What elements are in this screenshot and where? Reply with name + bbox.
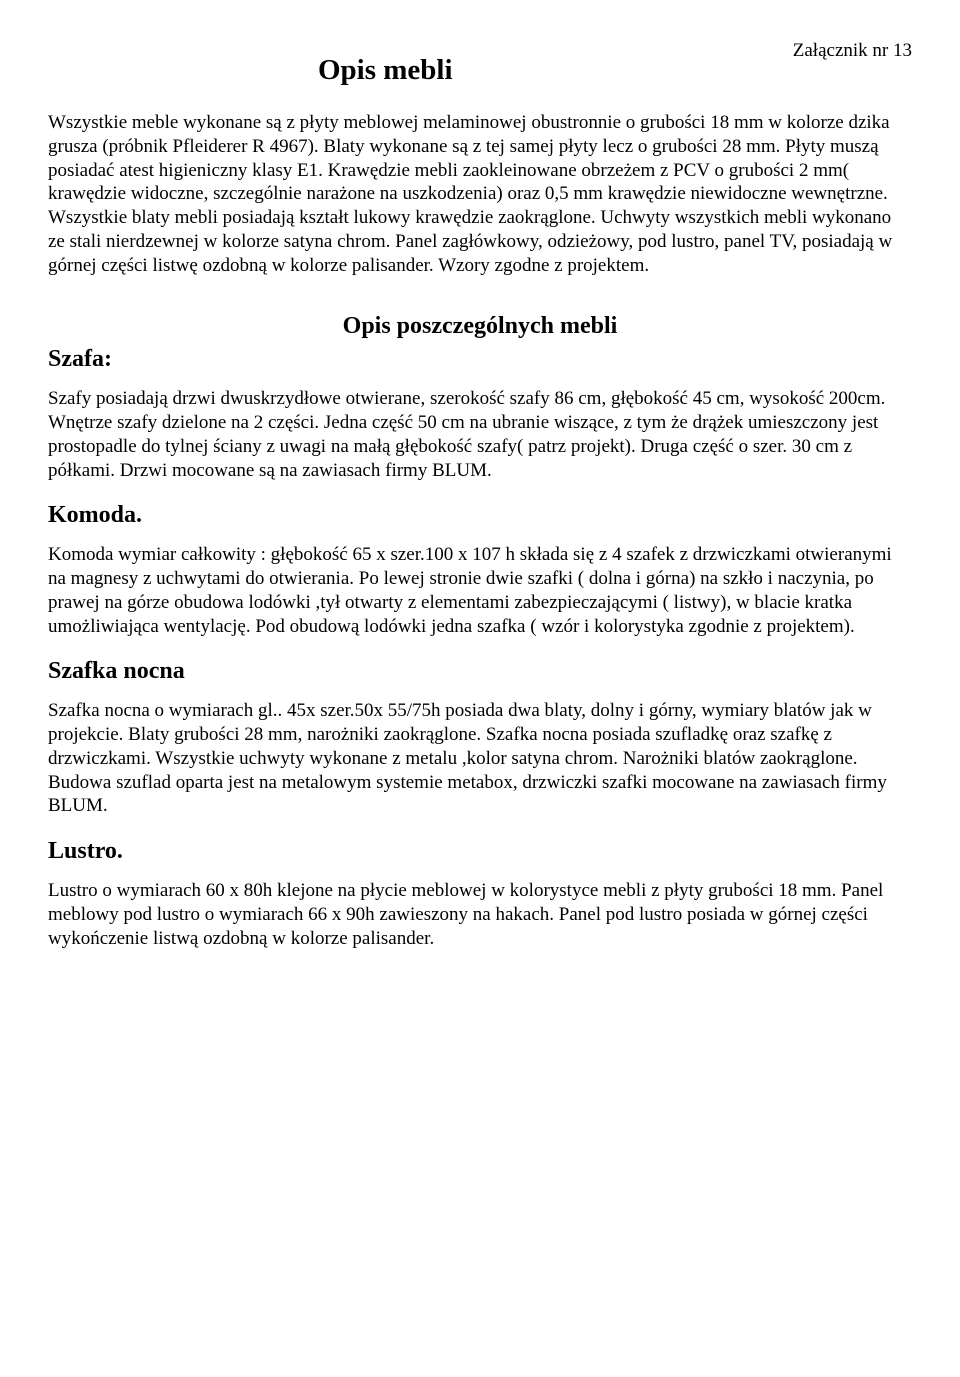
main-title: Opis mebli — [318, 54, 453, 87]
document-page: Opis mebli Załącznik nr 13 Wszystkie meb… — [0, 0, 960, 1377]
section-paragraph: Szafka nocna o wymiarach gl.. 45x szer.5… — [48, 699, 912, 818]
section-szafa: Szafa: Szafy posiadają drzwi dwuskrzydło… — [48, 346, 912, 482]
section-heading: Komoda. — [48, 502, 912, 529]
section-szafka-nocna: Szafka nocna Szafka nocna o wymiarach gl… — [48, 658, 912, 818]
sub-title: Opis poszczególnych mebli — [48, 313, 912, 340]
section-paragraph: Lustro o wymiarach 60 x 80h klejone na p… — [48, 879, 912, 950]
intro-paragraph: Wszystkie meble wykonane są z płyty mebl… — [48, 111, 912, 277]
section-komoda: Komoda. Komoda wymiar całkowity : głębok… — [48, 502, 912, 638]
header-row: Opis mebli Załącznik nr 13 — [48, 40, 912, 87]
section-heading: Szafa: — [48, 346, 912, 373]
section-paragraph: Komoda wymiar całkowity : głębokość 65 x… — [48, 543, 912, 638]
attachment-label: Załącznik nr 13 — [793, 40, 912, 62]
section-heading: Lustro. — [48, 838, 912, 865]
section-heading: Szafka nocna — [48, 658, 912, 685]
section-paragraph: Szafy posiadają drzwi dwuskrzydłowe otwi… — [48, 387, 912, 482]
section-lustro: Lustro. Lustro o wymiarach 60 x 80h klej… — [48, 838, 912, 950]
